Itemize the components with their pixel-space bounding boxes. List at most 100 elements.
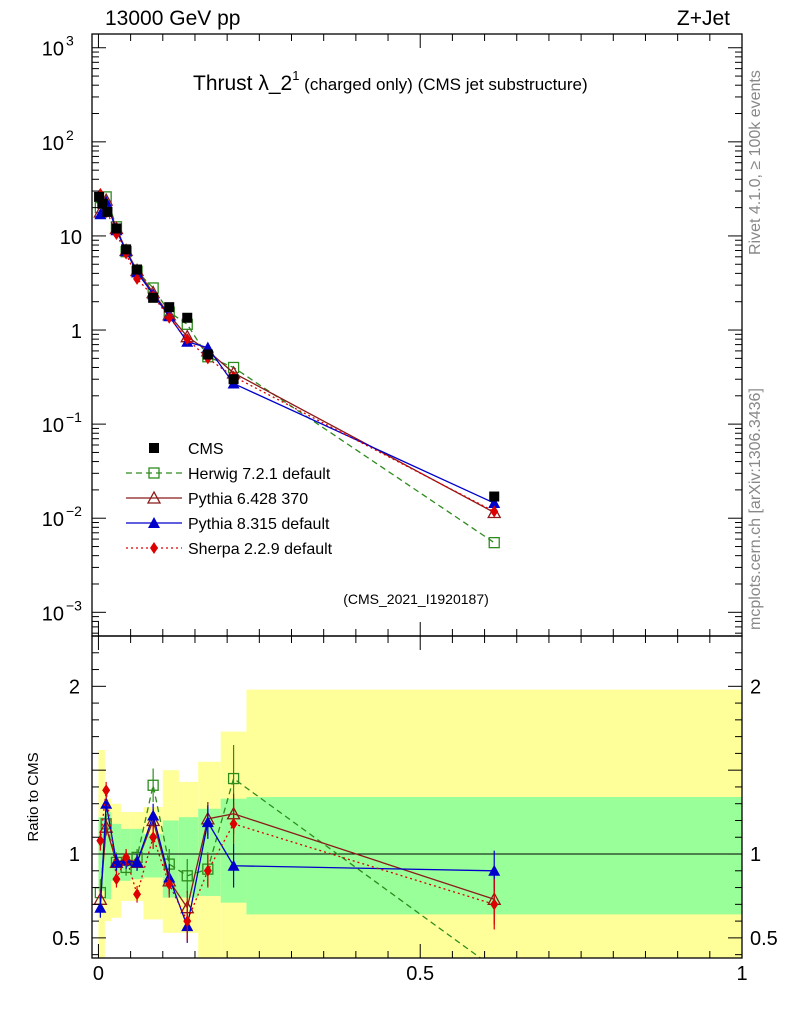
legend: CMS Herwig 7.2.1 default Pythia 6.428 370 P… [126, 441, 333, 558]
cms-point-1 [97, 198, 108, 209]
ratio-point-series-2-9 [227, 859, 240, 871]
side-label-bottom: mcplots.cern.ch [arXiv:1306.3436] [747, 388, 764, 630]
ratio-point-series-3-8 [203, 864, 212, 877]
chart-title: Thrust λ_21 (charged only) (CMS jet subs… [193, 68, 588, 95]
cms-point-5 [132, 264, 143, 275]
title-suffix: (charged only) (CMS jet substructure) [299, 75, 587, 94]
ytick-label-6: 10 [42, 39, 64, 61]
ratio-point-series-3-9 [229, 817, 238, 830]
rtick-label-left-0: 0.5 [52, 928, 80, 950]
ytick-label-exp-5: 2 [66, 127, 74, 143]
ratio-point-series-3-3 [122, 851, 131, 864]
cms-point-6 [148, 292, 159, 303]
band-stat-7 [178, 817, 199, 898]
ytick-label-1: 10 [42, 509, 64, 531]
band-stat-5 [143, 833, 163, 878]
header-left: 13000 GeV pp [105, 7, 240, 30]
cms-point-2 [102, 206, 113, 217]
ytick-label-5: 10 [42, 133, 64, 155]
ytick-label-exp-6: 3 [66, 33, 74, 49]
legend-marker-series-1 [146, 490, 162, 504]
band-stat-1 [104, 812, 112, 900]
legend-label-cms: CMS [188, 441, 224, 458]
watermark: (CMS_2021_I1920187) [343, 591, 489, 607]
ratio-point-series-2-0 [94, 901, 107, 913]
main-point-series-3-10 [490, 505, 499, 518]
xtick-label-0: 0 [93, 963, 104, 985]
main-point-series-2-10 [488, 497, 501, 509]
rtick-label-right-1: 1 [750, 844, 761, 866]
header-right: Z+Jet [677, 7, 730, 30]
rtick-label-left-2: 2 [69, 676, 80, 698]
main-point-series-3-7 [183, 333, 192, 346]
main-point-series-3-4 [133, 272, 142, 285]
main-plot [93, 187, 502, 549]
cms-point-10 [228, 374, 239, 385]
ratio-point-series-3-10 [490, 898, 499, 911]
ytick-label-2: 10 [42, 415, 64, 437]
cms-point-0 [94, 191, 105, 202]
ratio-ylabel: Ratio to CMS [25, 752, 42, 841]
main-line-series-2 [99, 200, 495, 504]
ytick-label-base-5: 10 [42, 133, 64, 155]
ratio-series-group [93, 745, 502, 958]
legend-marker-series-3 [150, 542, 158, 554]
ytick-label-base-3: 1 [71, 321, 82, 343]
legend-marker-cms [149, 443, 159, 453]
ytick-label-0: 10 [42, 603, 64, 625]
title-main: Thrust λ_2 [193, 72, 292, 95]
ratio-plot [92, 689, 742, 958]
ratio-frame [91, 635, 743, 959]
cms-point-7 [164, 302, 175, 313]
ratio-point-series-0-5 [147, 779, 159, 791]
main-line-series-3 [99, 193, 495, 513]
cms-point-3 [111, 223, 122, 234]
ratio-point-series-3-5 [149, 831, 158, 844]
ytick-label-base-1: 10 [42, 509, 64, 531]
rtick-label-left-1: 1 [69, 844, 80, 866]
legend-label-series-0: Herwig 7.2.1 default [188, 466, 331, 483]
legend-label-series-2: Pythia 8.315 default [188, 516, 330, 533]
ratio-point-series-2-5 [147, 809, 160, 821]
ratio-point-series-3-4 [133, 888, 142, 901]
ratio-point-series-0-9 [227, 772, 240, 785]
ytick-label-exp-2: −1 [66, 409, 82, 425]
ratio-point-series-1-1 [99, 819, 114, 833]
ytick-label-3: 1 [71, 321, 82, 343]
ratio-point-series-2-4 [131, 856, 144, 868]
legend-label-series-1: Pythia 6.428 370 [188, 491, 308, 508]
cms-point-11 [489, 491, 500, 502]
main-point-series-0-10 [488, 536, 500, 549]
ratio-point-series-3-6 [165, 878, 174, 891]
main-point-series-3-6 [165, 311, 174, 324]
ratio-point-series-2-10 [488, 864, 501, 876]
title-sup: 1 [292, 68, 299, 83]
ytick-label-base-2: 10 [42, 415, 64, 437]
legend-marker-series-0 [148, 467, 160, 479]
cms-point-8 [182, 312, 193, 323]
ratio-point-series-3-2 [112, 873, 121, 886]
ytick-label-4: 10 [60, 227, 82, 249]
side-label-top: Rivet 4.1.0, ≥ 100k events [747, 70, 764, 255]
ytick-label-base-4: 10 [60, 227, 82, 249]
xtick-label-2: 1 [736, 963, 747, 985]
ytick-label-exp-1: −2 [66, 503, 82, 519]
ratio-point-series-3-1 [102, 784, 111, 797]
ytick-label-exp-0: −3 [66, 597, 82, 613]
rtick-label-right-0: 0.5 [750, 928, 778, 950]
ratio-point-series-2-1 [100, 797, 113, 809]
legend-marker-series-2 [148, 517, 160, 528]
ytick-label-base-6: 10 [42, 39, 64, 61]
xtick-label-1: 0.5 [406, 963, 434, 985]
cms-point-9 [202, 349, 213, 360]
ratio-point-series-0-7 [181, 870, 193, 882]
ytick-label-base-0: 10 [42, 603, 64, 625]
ratio-point-series-2-2 [110, 856, 123, 868]
cms-point-4 [121, 244, 132, 255]
ratio-point-series-3-7 [183, 915, 192, 928]
rtick-label-right-2: 2 [750, 676, 761, 698]
ratio-point-series-2-8 [201, 816, 214, 828]
legend-label-series-3: Sherpa 2.2.9 default [188, 541, 333, 558]
